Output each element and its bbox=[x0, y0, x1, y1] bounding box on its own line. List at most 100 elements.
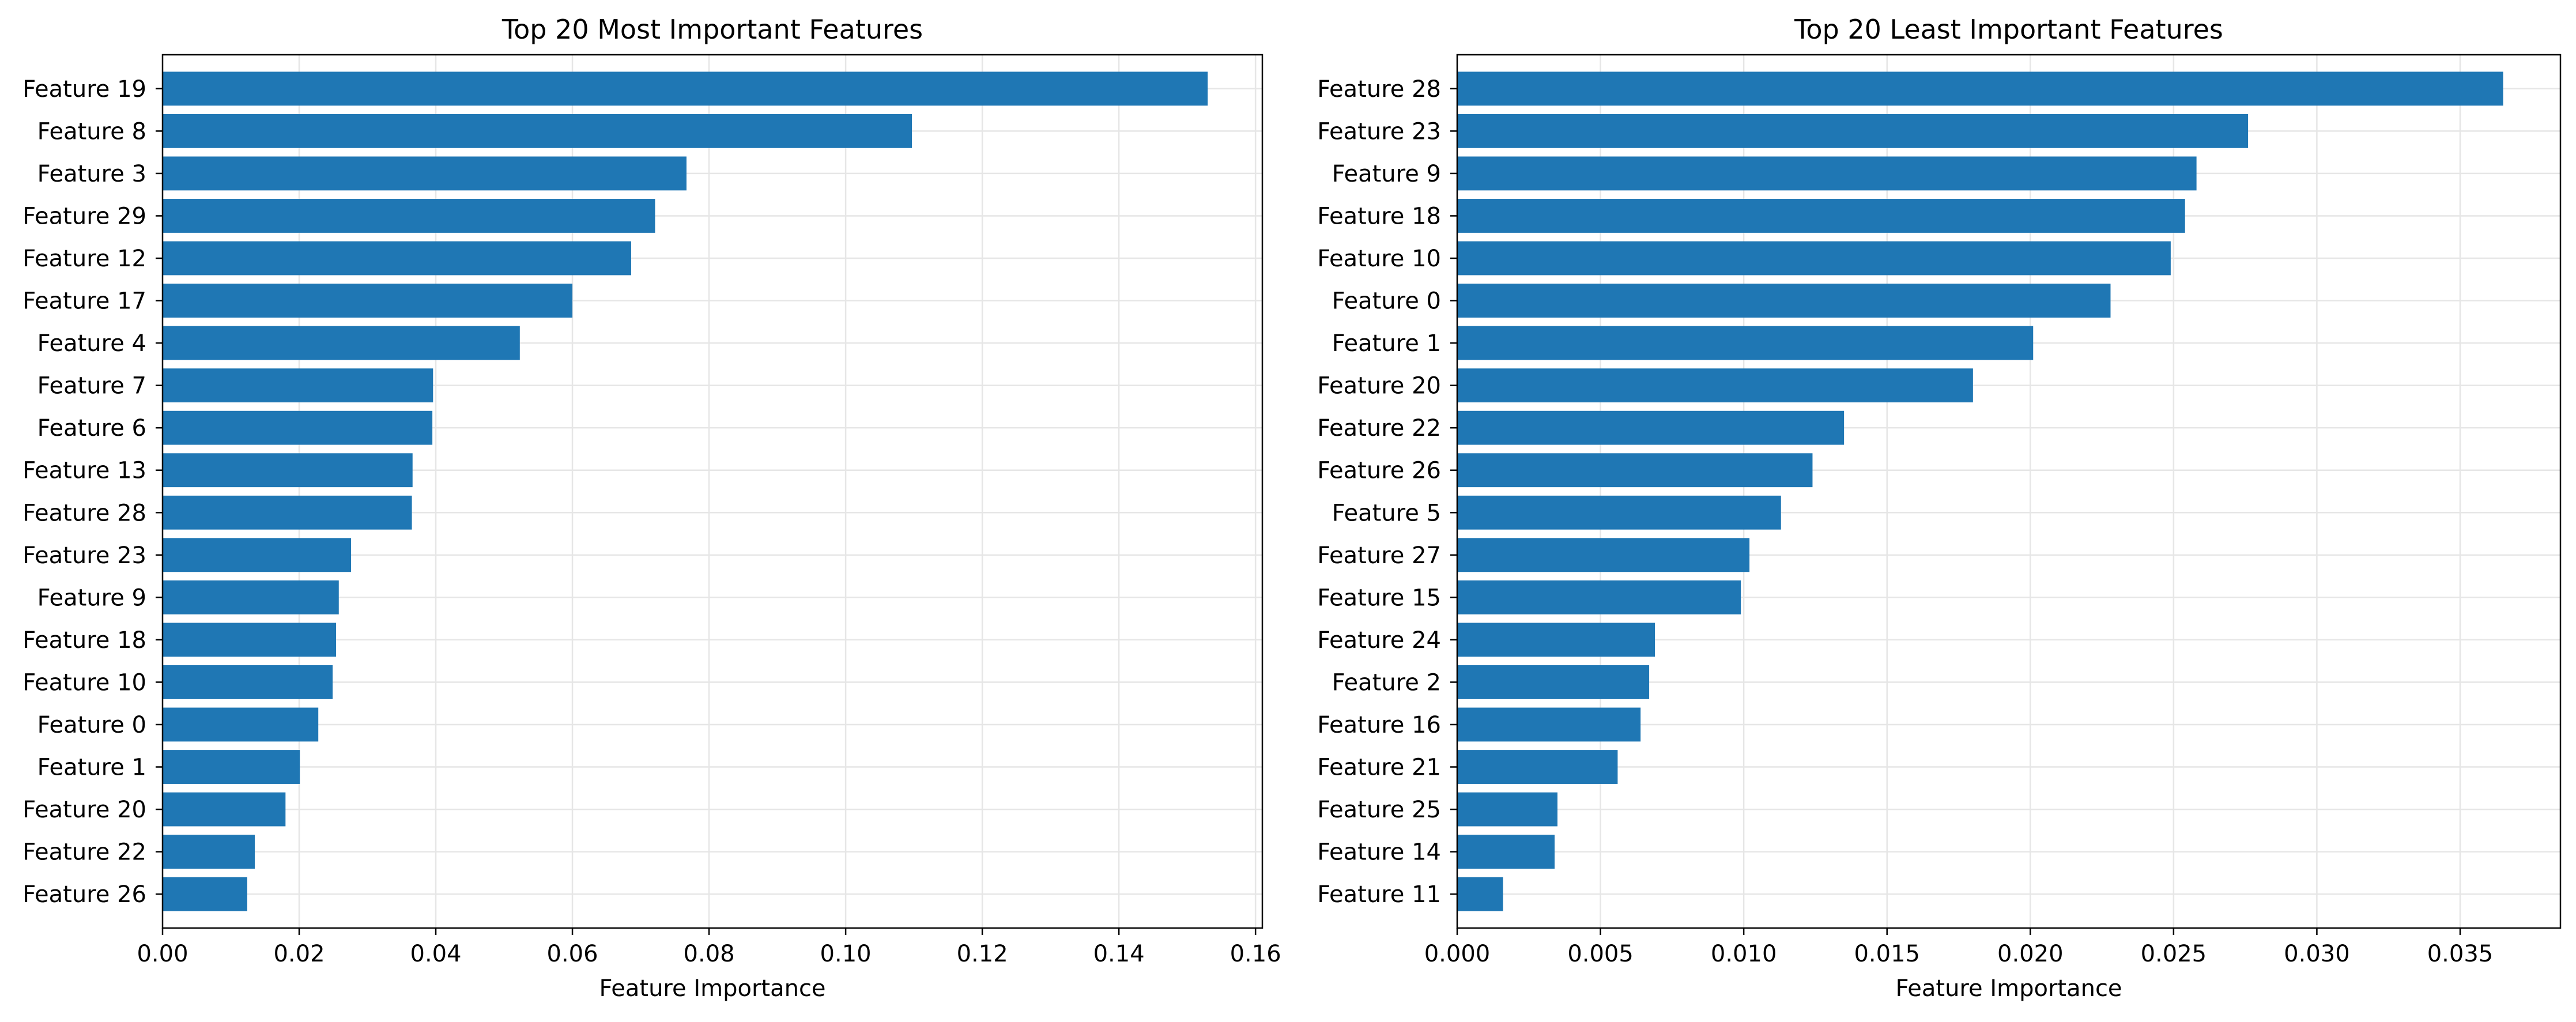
y-tick-label: Feature 9 bbox=[37, 584, 146, 611]
x-tick-label: 0.04 bbox=[410, 941, 462, 967]
y-tick-label: Feature 0 bbox=[37, 712, 146, 738]
y-tick-label: Feature 18 bbox=[22, 627, 146, 654]
x-axis-label: Feature Importance bbox=[1895, 975, 2122, 1002]
bar bbox=[1457, 114, 2249, 148]
bar bbox=[163, 580, 339, 614]
y-tick-label: Feature 1 bbox=[37, 755, 146, 781]
bar bbox=[1457, 707, 1641, 742]
y-tick-label: Feature 29 bbox=[22, 203, 146, 229]
y-tick-label: Feature 0 bbox=[1332, 288, 1441, 315]
y-tick-label: Feature 26 bbox=[22, 881, 146, 908]
bar bbox=[163, 368, 433, 403]
bar bbox=[1457, 368, 1973, 403]
y-tick-label: Feature 18 bbox=[1317, 203, 1441, 229]
x-tick-label: 0.12 bbox=[957, 941, 1008, 967]
bar bbox=[163, 835, 255, 869]
y-tick-label: Feature 7 bbox=[37, 373, 146, 399]
y-tick-label: Feature 2 bbox=[1332, 669, 1441, 696]
x-tick-label: 0.06 bbox=[547, 941, 598, 967]
bar bbox=[163, 156, 687, 191]
bar bbox=[163, 199, 655, 233]
bar bbox=[163, 623, 337, 657]
bar bbox=[163, 538, 352, 572]
x-tick-label: 0.000 bbox=[1424, 941, 1491, 967]
bar bbox=[1457, 623, 1655, 657]
axes-frame bbox=[1456, 54, 2562, 929]
y-tick-label: Feature 28 bbox=[1317, 76, 1441, 103]
bar bbox=[1457, 750, 1618, 784]
y-tick-label: Feature 19 bbox=[22, 76, 146, 103]
bar bbox=[1457, 538, 1750, 572]
bar bbox=[1457, 665, 1650, 699]
x-tick-label: 0.02 bbox=[273, 941, 325, 967]
chart-title: Top 20 Least Important Features bbox=[1794, 14, 2223, 45]
bar bbox=[1457, 241, 2171, 276]
chart-title: Top 20 Most Important Features bbox=[501, 14, 923, 45]
y-tick-label: Feature 8 bbox=[37, 118, 146, 145]
bar bbox=[163, 792, 286, 827]
bar bbox=[163, 707, 319, 742]
x-axis-label: Feature Importance bbox=[599, 975, 825, 1002]
x-tick-label: 0.14 bbox=[1093, 941, 1145, 967]
x-tick-label: 0.10 bbox=[820, 941, 872, 967]
x-tick-label: 0.00 bbox=[137, 941, 188, 967]
bar bbox=[163, 114, 912, 148]
bar bbox=[163, 877, 247, 911]
x-tick-label: 0.010 bbox=[1711, 941, 1777, 967]
x-tick-label: 0.16 bbox=[1230, 941, 1281, 967]
bar bbox=[163, 241, 631, 276]
y-tick-label: Feature 22 bbox=[22, 839, 146, 866]
y-tick-label: Feature 20 bbox=[1317, 373, 1441, 399]
y-tick-label: Feature 9 bbox=[1332, 161, 1441, 187]
y-tick-label: Feature 26 bbox=[1317, 458, 1441, 484]
x-tick-label: 0.025 bbox=[2141, 941, 2207, 967]
bar bbox=[163, 284, 573, 318]
y-tick-label: Feature 28 bbox=[22, 500, 146, 526]
y-tick-label: Feature 17 bbox=[22, 288, 146, 315]
bar bbox=[1457, 199, 2185, 233]
chart-panel-1: Feature 19 Feature 8 Feature 3 Feature 29 Fe… bbox=[22, 14, 1281, 1002]
x-tick-label: 0.08 bbox=[684, 941, 735, 967]
y-tick-label: Feature 27 bbox=[1317, 542, 1441, 569]
bar bbox=[163, 71, 1208, 106]
bar bbox=[163, 750, 300, 784]
y-tick-label: Feature 5 bbox=[1332, 500, 1441, 526]
bar bbox=[1457, 835, 1555, 869]
y-tick-label: Feature 4 bbox=[37, 330, 146, 357]
bar bbox=[163, 453, 413, 488]
x-tick-label: 0.020 bbox=[1997, 941, 2064, 967]
y-tick-label: Feature 21 bbox=[1317, 755, 1441, 781]
y-tick-label: Feature 22 bbox=[1317, 415, 1441, 442]
y-tick-label: Feature 3 bbox=[37, 161, 146, 187]
y-tick-label: Feature 15 bbox=[1317, 584, 1441, 611]
bar bbox=[1457, 792, 1557, 827]
axes-frame bbox=[161, 54, 1264, 929]
bar bbox=[163, 410, 433, 445]
x-tick-label: 0.015 bbox=[1854, 941, 1920, 967]
y-tick-label: Feature 1 bbox=[1332, 330, 1441, 357]
x-tick-label: 0.035 bbox=[2427, 941, 2494, 967]
y-tick-label: Feature 11 bbox=[1317, 881, 1441, 908]
y-tick-label: Feature 24 bbox=[1317, 627, 1441, 654]
y-tick-label: Feature 14 bbox=[1317, 839, 1441, 866]
chart-panel-2: Feature 28 Feature 23 Feature 9 Feature 18 F… bbox=[1317, 14, 2562, 1002]
y-tick-label: Feature 12 bbox=[22, 246, 146, 272]
bar bbox=[1457, 71, 2503, 106]
bar bbox=[1457, 877, 1503, 911]
bar bbox=[1457, 495, 1781, 530]
bar bbox=[1457, 453, 1813, 488]
y-tick-label: Feature 23 bbox=[22, 542, 146, 569]
x-tick-label: 0.030 bbox=[2284, 941, 2350, 967]
bar bbox=[1457, 284, 2111, 318]
bar bbox=[163, 495, 412, 530]
y-tick-label: Feature 10 bbox=[22, 669, 146, 696]
y-tick-label: Feature 16 bbox=[1317, 712, 1441, 738]
y-tick-label: Feature 13 bbox=[22, 458, 146, 484]
bar bbox=[1457, 580, 1741, 614]
y-tick-label: Feature 6 bbox=[37, 415, 146, 442]
bar bbox=[1457, 410, 1845, 445]
bar bbox=[1457, 156, 2197, 191]
bar bbox=[163, 665, 333, 699]
